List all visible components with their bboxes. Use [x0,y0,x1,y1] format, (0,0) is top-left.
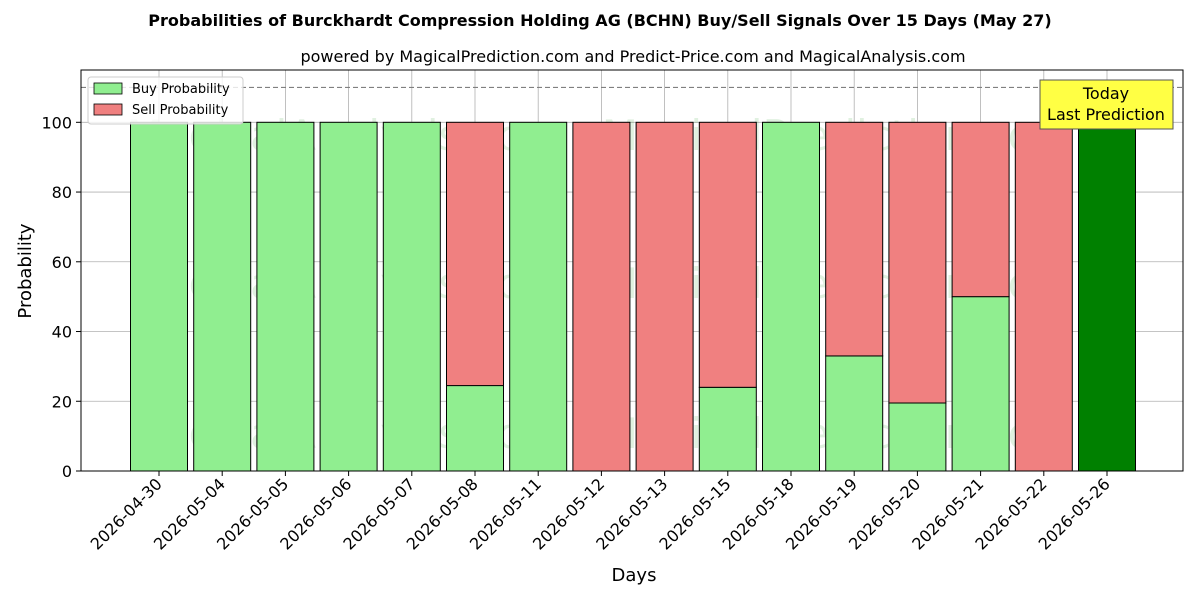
y-tick-label: 20 [52,392,72,411]
y-axis-label: Probability [15,223,36,318]
bar-sell [888,121,947,404]
bar-buy [762,121,820,472]
bar-sell [825,121,884,357]
legend-buy-label: Buy Probability [132,82,230,97]
chart-subtitle: powered by MagicalPrediction.com and Pre… [300,47,965,66]
bar-buy [446,385,504,472]
bar-buy [256,121,315,472]
bars [130,121,1136,472]
today-box [1039,79,1174,130]
legend-sell-swatch [93,103,123,116]
bar-sell [446,121,504,387]
bar-buy [193,121,252,472]
chart-title: Probabilities of Burckhardt Compression … [148,11,1051,30]
x-axis-ticks: 2026-04-302026-05-042026-05-052026-05-06… [87,471,1114,554]
y-tick-label: 80 [52,183,72,202]
bar-sell [698,121,757,388]
today-label: Today [1082,84,1129,103]
bar-today-buy [1078,121,1136,472]
y-tick-label: 40 [52,323,72,342]
y-tick-label: 100 [41,113,72,132]
bar-buy [319,121,378,472]
bar-sell [951,121,1010,298]
bar-buy [825,355,884,472]
y-tick-label: 60 [52,253,72,272]
plot-frame [80,69,1184,472]
legend: Buy Probability Sell Probability [87,76,244,125]
bar-buy [951,296,1010,472]
bar-sell [1014,121,1073,472]
legend-buy-swatch [93,82,123,95]
legend-box [87,76,244,125]
x-axis-label: Days [612,565,657,586]
last-prediction-label: Last Prediction [1047,105,1165,124]
bar-buy [130,121,188,472]
y-tick-label: 0 [62,462,72,481]
y-axis-ticks: 0 20 40 60 80 100 [41,113,81,481]
bar-buy [888,402,947,472]
legend-sell-label: Sell Probability [132,103,229,118]
bar-buy [509,121,568,472]
bar-buy [698,386,757,472]
today-annotation: Today Last Prediction [1039,79,1174,130]
bar-sell [635,121,694,472]
bar-sell [572,121,631,472]
bar-buy [382,121,441,472]
